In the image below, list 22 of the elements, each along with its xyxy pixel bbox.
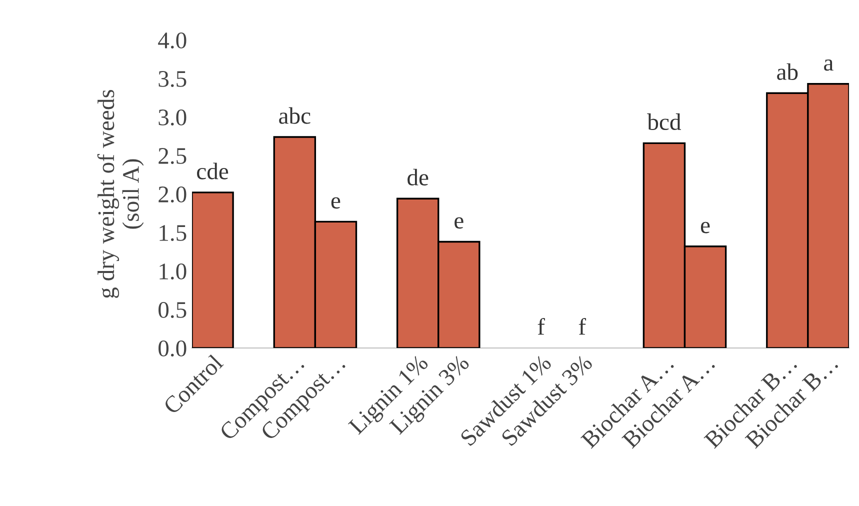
y-tick-label: 0.0 (158, 340, 186, 357)
data-label: f (538, 318, 545, 335)
y-tick-label: 0.5 (158, 302, 186, 318)
data-label: cde (197, 162, 228, 180)
data-label: e (331, 197, 340, 209)
y-tick-label: 3.5 (158, 71, 186, 88)
data-label: de (408, 168, 428, 186)
data-label: bcd (647, 113, 681, 130)
data-label: abc (279, 107, 310, 124)
y-tick-label: 4.0 (158, 32, 186, 49)
y-axis-title: g dry weight of weeds (soil A) (97, 90, 144, 298)
data-label: f (578, 318, 586, 335)
data-label: ab (777, 63, 798, 80)
data-label: e (454, 217, 464, 229)
y-tick-label: 1.5 (160, 225, 186, 242)
y-tick-label: 1.0 (160, 263, 186, 280)
data-label: e (700, 222, 710, 234)
y-tick-label: 2.5 (158, 148, 186, 164)
data-label: a (824, 59, 834, 71)
y-tick-label: 3.0 (158, 109, 186, 126)
bar (192, 192, 234, 348)
y-tick-label: 2.0 (158, 186, 186, 203)
